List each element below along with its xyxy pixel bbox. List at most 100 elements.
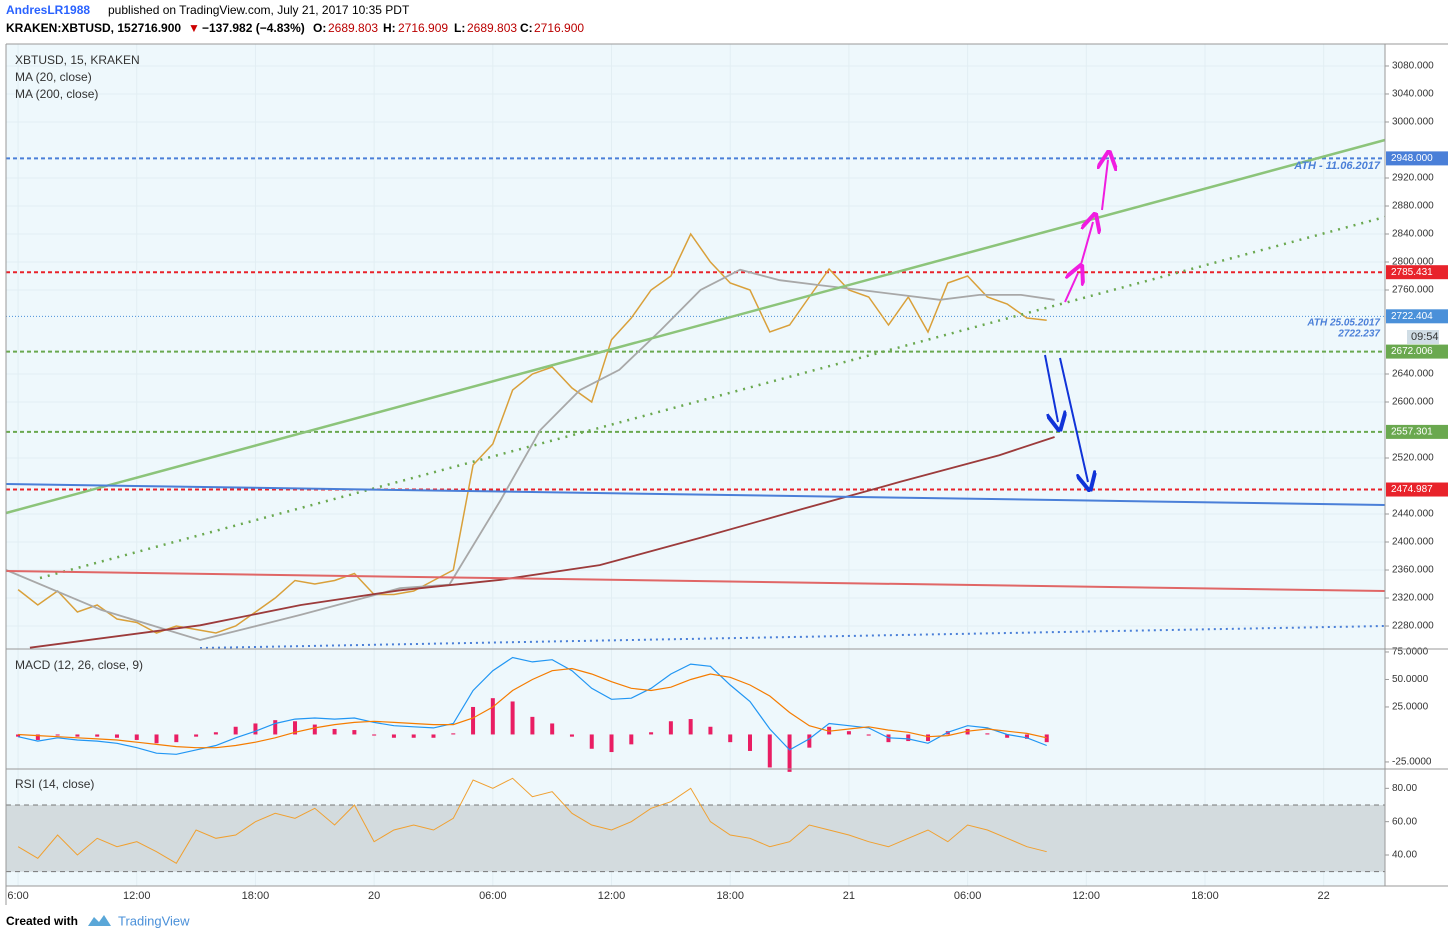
histogram-bar (926, 734, 931, 742)
annotation: ATH - 11.06.2017 (1293, 160, 1381, 172)
level-label: 2722.404 (1391, 311, 1433, 322)
annotation: ATH 25.05.2017 (1306, 318, 1380, 329)
histogram-bar (668, 721, 673, 735)
histogram-bar (846, 731, 851, 735)
histogram-bar (134, 734, 139, 740)
level-label-box (1386, 424, 1448, 439)
arrow (1064, 273, 1078, 303)
histogram-bar (728, 734, 733, 743)
histogram-bar (985, 733, 990, 735)
histogram-bar (16, 734, 21, 737)
annotation: 2722.237 (1337, 329, 1380, 340)
histogram-bar (233, 726, 238, 735)
histogram-bar (1024, 734, 1029, 739)
header-last: 2716.900 (131, 21, 181, 35)
header-high: 2716.909 (398, 21, 448, 35)
header-low: 2689.803 (467, 21, 517, 35)
y-tick-label: 3080.000 (1392, 61, 1434, 72)
trend-line (5, 138, 1386, 515)
histogram-bar (609, 734, 614, 753)
header-low-label: L: (454, 21, 465, 35)
histogram-bar (352, 730, 357, 735)
trend-line (5, 483, 1386, 506)
y-tick-label: 25.0000 (1392, 702, 1429, 713)
footer-brand[interactable]: TradingView (118, 913, 190, 928)
drawings (5, 138, 1386, 649)
histogram-bar (767, 734, 772, 768)
arrow (1059, 357, 1088, 482)
arrow (1044, 354, 1058, 422)
plot-background (6, 44, 1385, 886)
x-tick-label: 06:00 (954, 890, 982, 902)
y-tick-label: 2520.000 (1392, 453, 1434, 464)
y-tick-label: -25.0000 (1392, 757, 1432, 768)
x-tick-label: 06:00 (479, 890, 507, 902)
y-tick-label: 75.0000 (1392, 647, 1429, 658)
y-tick-label: 2280.000 (1392, 621, 1434, 632)
y-tick-label: 2800.000 (1392, 257, 1434, 268)
countdown-box (1407, 330, 1439, 344)
histogram-bar (293, 721, 298, 735)
histogram-bar (372, 734, 377, 736)
histogram-bar (431, 734, 436, 738)
histogram-bar (569, 734, 574, 737)
level-label-box (1386, 344, 1448, 359)
arrow (1079, 222, 1093, 269)
histogram-bar (708, 726, 713, 735)
level-label: 2672.006 (1391, 346, 1433, 357)
histogram-bar (471, 706, 476, 735)
header-change: −137.982 (−4.83%) (202, 21, 305, 35)
x-tick-label: 21 (843, 890, 855, 902)
level-label-box (1386, 482, 1448, 497)
header-close: 2716.900 (534, 21, 584, 35)
x-tick-label: 12:00 (123, 890, 151, 902)
header-close-label: C: (520, 21, 533, 35)
y-tick-label: 2600.000 (1392, 397, 1434, 408)
histogram-bar (411, 734, 416, 738)
series-line (17, 656, 1047, 755)
series-line (5, 268, 1055, 641)
histogram-bar (1005, 734, 1010, 738)
histogram-bar (649, 732, 654, 735)
footer-created: Created with (6, 914, 78, 928)
histogram-bar (194, 734, 199, 737)
level-label: 2948.000 (1391, 153, 1433, 164)
x-tick-label: 18:00 (242, 890, 270, 902)
x-tick-label: 18:00 (1191, 890, 1219, 902)
histogram-bar (332, 728, 337, 735)
x-tick-label: 20 (368, 890, 380, 902)
y-tick-label: 2360.000 (1392, 565, 1434, 576)
y-tick-label: 50.0000 (1392, 674, 1429, 685)
level-label: 2557.301 (1391, 427, 1433, 438)
histogram-bar (747, 734, 752, 751)
histogram-bar (35, 734, 40, 740)
histogram-bar (906, 734, 911, 742)
level-label-box (1386, 151, 1448, 166)
logo[interactable] (88, 915, 111, 926)
histogram-bar (55, 734, 60, 736)
series-line (17, 777, 1047, 864)
legend-entry: MA (200, close) (15, 87, 98, 101)
histogram-bar (95, 734, 100, 737)
header-symbol: KRAKEN:XBTUSD, 15 (6, 21, 131, 35)
y-tick-label: 40.00 (1392, 850, 1417, 861)
histogram-bar (451, 733, 456, 735)
histogram-bar (510, 701, 515, 735)
trend-line (39, 215, 1386, 580)
countdown: 09:54 (1411, 331, 1439, 343)
series-line (18, 667, 1047, 749)
level-label-box (1386, 265, 1448, 280)
header-author[interactable]: AndresLR1988 (6, 3, 90, 17)
arrow (1102, 160, 1108, 211)
x-tick-label: 6:00 (7, 890, 28, 902)
x-tick-label: 22 (1318, 890, 1330, 902)
histogram-bar (787, 734, 792, 772)
y-tick-label: 2400.000 (1392, 537, 1434, 548)
histogram-bar (1044, 734, 1049, 743)
header-arrow: ▼ (188, 21, 200, 35)
level-label: 2785.431 (1391, 267, 1433, 278)
rsi-band (6, 805, 1385, 872)
series-line (29, 436, 1055, 649)
trend-line (5, 570, 1386, 592)
